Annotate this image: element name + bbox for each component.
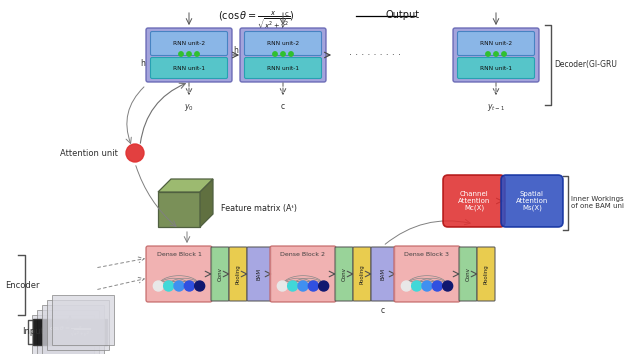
Circle shape — [154, 281, 163, 291]
Polygon shape — [158, 192, 200, 227]
Text: Conv: Conv — [342, 267, 346, 281]
Text: Conv: Conv — [465, 267, 470, 281]
FancyBboxPatch shape — [353, 247, 371, 301]
Circle shape — [195, 281, 205, 291]
Text: RNN unit-2: RNN unit-2 — [173, 41, 205, 46]
FancyBboxPatch shape — [270, 246, 336, 302]
Circle shape — [412, 281, 422, 291]
Circle shape — [174, 281, 184, 291]
Circle shape — [298, 281, 308, 291]
Text: RNN unit-2: RNN unit-2 — [267, 41, 299, 46]
Text: h: h — [140, 58, 145, 68]
Circle shape — [277, 281, 287, 291]
Text: Pooling: Pooling — [236, 264, 241, 284]
FancyBboxPatch shape — [459, 247, 477, 301]
Circle shape — [273, 52, 277, 56]
Circle shape — [187, 52, 191, 56]
Text: RNN unit-2: RNN unit-2 — [480, 41, 512, 46]
Circle shape — [494, 52, 498, 56]
FancyBboxPatch shape — [477, 247, 495, 301]
FancyBboxPatch shape — [52, 295, 114, 345]
FancyBboxPatch shape — [443, 175, 505, 227]
FancyBboxPatch shape — [229, 247, 247, 301]
FancyBboxPatch shape — [150, 32, 227, 56]
Text: h: h — [233, 46, 238, 55]
Circle shape — [281, 52, 285, 56]
Text: Inner Workings
of one BAM uni: Inner Workings of one BAM uni — [571, 196, 624, 210]
Circle shape — [443, 281, 452, 291]
Text: · · · · · · · · ·: · · · · · · · · · — [349, 50, 401, 60]
Circle shape — [195, 52, 199, 56]
Circle shape — [319, 281, 329, 291]
Text: Conv: Conv — [218, 267, 223, 281]
Text: c: c — [285, 11, 289, 17]
FancyBboxPatch shape — [371, 247, 395, 301]
Circle shape — [486, 52, 490, 56]
Circle shape — [422, 281, 432, 291]
Circle shape — [308, 281, 318, 291]
Text: Dense Block 1: Dense Block 1 — [157, 252, 202, 257]
Text: $(\cos\theta = \frac{x}{\sqrt{x^{2}+y^{2}}})$: $(\cos\theta = \frac{x}{\sqrt{x^{2}+y^{2… — [218, 10, 295, 32]
Circle shape — [289, 52, 293, 56]
Circle shape — [184, 281, 195, 291]
Circle shape — [126, 144, 144, 162]
FancyBboxPatch shape — [501, 175, 563, 227]
Text: RNN unit-1: RNN unit-1 — [480, 65, 512, 70]
Text: BAM: BAM — [381, 268, 385, 280]
Circle shape — [179, 52, 183, 56]
FancyBboxPatch shape — [240, 28, 326, 82]
Text: Dense Block 2: Dense Block 2 — [280, 252, 326, 257]
Text: $\cos\theta=\frac{x}{\sqrt{x^2+y^2}}$: $\cos\theta=\frac{x}{\sqrt{x^2+y^2}}$ — [49, 325, 91, 339]
Circle shape — [401, 281, 412, 291]
Text: RNN unit-1: RNN unit-1 — [267, 65, 299, 70]
FancyBboxPatch shape — [394, 246, 460, 302]
FancyBboxPatch shape — [247, 247, 271, 301]
Text: c: c — [281, 102, 285, 111]
Text: Pooling: Pooling — [483, 264, 488, 284]
Text: BAM: BAM — [257, 268, 262, 280]
FancyBboxPatch shape — [150, 57, 227, 79]
Text: Input: Input — [22, 327, 44, 337]
Text: $y_{t-1}$: $y_{t-1}$ — [487, 102, 505, 113]
Text: Dense Block 3: Dense Block 3 — [404, 252, 449, 257]
FancyBboxPatch shape — [37, 310, 99, 354]
Text: Spatial
Attention
Ms(X): Spatial Attention Ms(X) — [516, 191, 548, 211]
Text: c: c — [381, 306, 385, 315]
FancyBboxPatch shape — [42, 305, 104, 354]
FancyBboxPatch shape — [458, 32, 534, 56]
FancyBboxPatch shape — [244, 32, 321, 56]
FancyBboxPatch shape — [47, 300, 109, 350]
FancyBboxPatch shape — [146, 246, 212, 302]
Text: Pooling: Pooling — [360, 264, 365, 284]
FancyBboxPatch shape — [32, 315, 94, 354]
FancyBboxPatch shape — [335, 247, 353, 301]
Circle shape — [502, 52, 506, 56]
Text: Feature matrix (Aᵗ): Feature matrix (Aᵗ) — [221, 205, 297, 213]
FancyBboxPatch shape — [146, 28, 232, 82]
Text: Encoder: Encoder — [5, 280, 40, 290]
Text: Attention unit: Attention unit — [60, 148, 118, 158]
Text: Channel
Attention
Mc(X): Channel Attention Mc(X) — [458, 191, 490, 211]
FancyBboxPatch shape — [33, 319, 107, 345]
Text: $y_0$: $y_0$ — [184, 102, 194, 113]
Polygon shape — [158, 179, 213, 192]
FancyBboxPatch shape — [211, 247, 229, 301]
Text: RNN unit-1: RNN unit-1 — [173, 65, 205, 70]
FancyBboxPatch shape — [458, 57, 534, 79]
Text: Output: Output — [386, 10, 420, 20]
Text: Decoder(GI-GRU: Decoder(GI-GRU — [554, 61, 617, 69]
Circle shape — [287, 281, 298, 291]
FancyBboxPatch shape — [453, 28, 539, 82]
Circle shape — [164, 281, 173, 291]
FancyBboxPatch shape — [244, 57, 321, 79]
Polygon shape — [200, 179, 213, 227]
Circle shape — [433, 281, 442, 291]
